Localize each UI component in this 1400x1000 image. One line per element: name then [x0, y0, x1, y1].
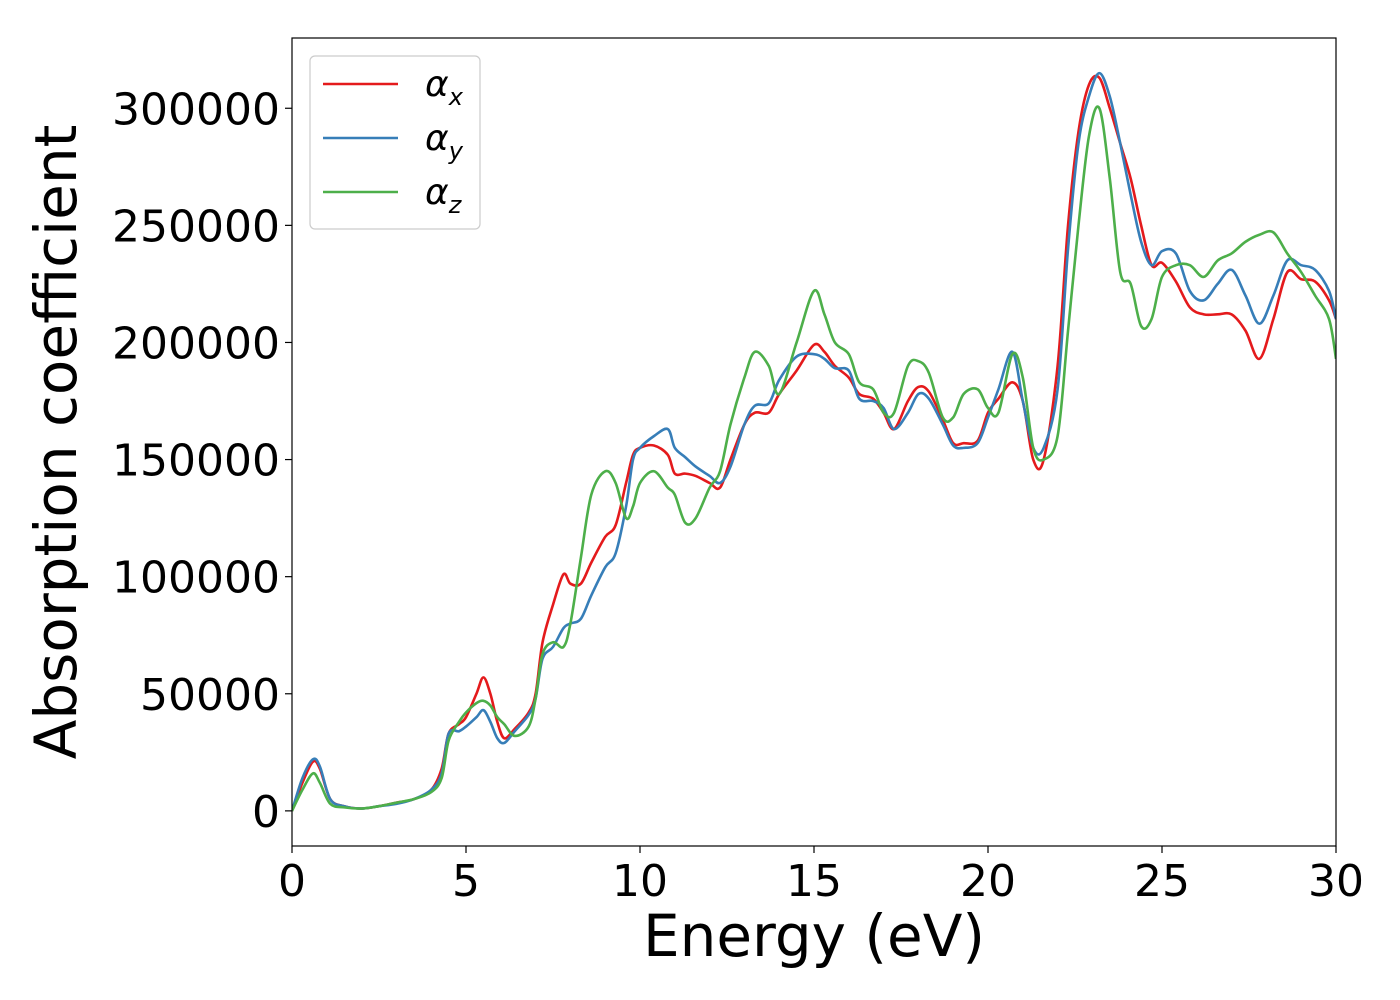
- series-line-y: [292, 71, 1336, 812]
- legend-subscript: y: [448, 137, 464, 165]
- legend-subscript: x: [448, 83, 464, 111]
- y-tick-label: 0: [252, 787, 280, 838]
- y-axis-title: Absorption coefficient: [22, 125, 90, 760]
- x-axis: 0 5 10 15 20 25 30: [278, 846, 1364, 907]
- legend-label-x: αx: [425, 64, 464, 111]
- x-tick-label: 10: [612, 856, 668, 907]
- x-tick-label: 20: [960, 856, 1016, 907]
- y-tick-label: 200000: [112, 318, 280, 369]
- legend-symbol: α: [425, 118, 449, 159]
- legend-label-z: αz: [425, 172, 463, 219]
- legend-label-y: αy: [425, 118, 464, 165]
- y-tick-label: 150000: [112, 436, 280, 487]
- y-axis: 0 50000 100000 150000 200000 250000 300000: [112, 84, 292, 838]
- y-tick-label: 100000: [112, 553, 280, 604]
- x-tick-label: 25: [1134, 856, 1190, 907]
- x-tick-label: 0: [278, 856, 306, 907]
- x-axis-title: Energy (eV): [643, 902, 985, 970]
- y-tick-label: 250000: [112, 201, 280, 252]
- legend-subscript: z: [448, 191, 463, 219]
- series-line-x: [292, 74, 1336, 812]
- x-tick-label: 5: [452, 856, 480, 907]
- y-tick-label: 300000: [112, 84, 280, 135]
- y-tick-label: 50000: [140, 670, 280, 721]
- x-tick-label: 30: [1308, 856, 1364, 907]
- x-tick-label: 15: [786, 856, 842, 907]
- series-layer: [292, 71, 1336, 812]
- legend-symbol: α: [425, 64, 449, 105]
- series-line-z: [292, 105, 1336, 812]
- legend-box: [309, 55, 481, 230]
- legend-symbol: α: [425, 172, 449, 213]
